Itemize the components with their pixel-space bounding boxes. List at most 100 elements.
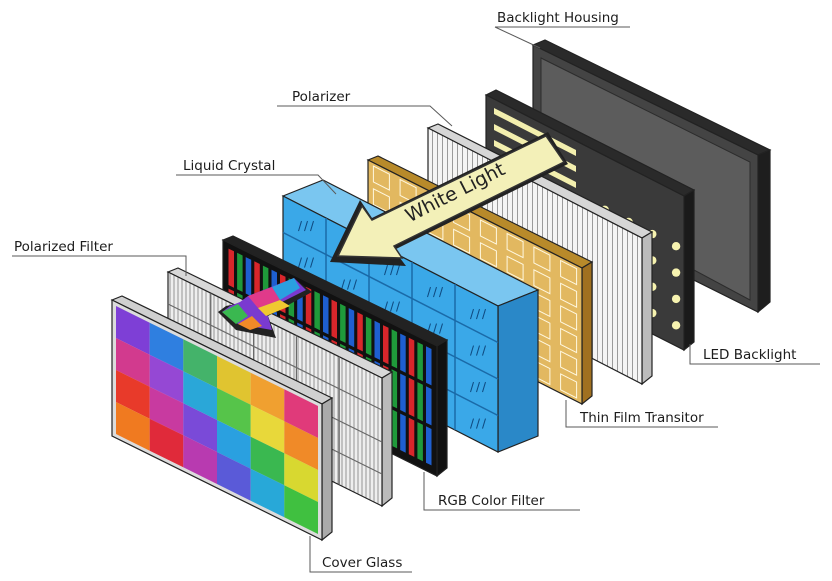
liquid-crystal-molecule (476, 381, 480, 393)
label-polarizer-group: Polarizer (277, 89, 453, 127)
liquid-crystal-molecule (390, 301, 394, 312)
rgb-stripe (348, 308, 355, 348)
cover-glass-cell (284, 421, 318, 470)
liquid-crystal-molecule (476, 308, 480, 320)
rgb-stripe (374, 320, 380, 360)
cover-glass-grid (116, 306, 318, 534)
cover-glass-cell (116, 306, 150, 355)
rgb-stripe (305, 286, 312, 326)
tft-cell (560, 305, 578, 331)
rgb-stripe (391, 369, 398, 409)
rgb-stripe (426, 346, 432, 386)
cover-glass-cell (116, 402, 150, 451)
rgb-stripe (365, 316, 372, 356)
housing-right-side (757, 149, 771, 314)
cover-glass-cell (284, 485, 318, 534)
cover-glass-cell (183, 403, 217, 452)
tft-cell (560, 350, 578, 377)
liquid-crystal-molecule (396, 301, 400, 312)
rgb-stripe (400, 333, 406, 373)
liquid-crystal-molecule (390, 264, 394, 276)
rgb-stripe (417, 382, 423, 422)
label-polarizer: Polarizer (292, 89, 351, 105)
tft-cell (560, 327, 578, 354)
tft-cell (479, 219, 497, 245)
liquid-crystal-molecule (470, 381, 474, 393)
liquid-crystal-molecule (433, 286, 437, 298)
liquid-crystal-molecule (396, 264, 400, 276)
liquid-crystal-molecule (347, 279, 351, 290)
label-backlight-housing: Backlight Housing (497, 10, 619, 26)
label-led-backlight-group: LED Backlight (689, 344, 820, 365)
rgb-stripe (245, 257, 252, 297)
cover-glass-layer (110, 295, 334, 542)
liquid-crystal-molecule (298, 257, 302, 268)
liquid-crystal-molecule (470, 345, 474, 356)
polarized-filter-gridline (167, 303, 383, 411)
rgb-stripe (254, 261, 260, 301)
cover-glass-cell (217, 388, 251, 437)
rgb-stripe (417, 342, 423, 382)
rgb-stripe (237, 252, 243, 292)
cover-glass-cell (183, 435, 217, 484)
rgb-stripe (391, 409, 398, 449)
tft-cell (533, 246, 551, 272)
tft-cell (560, 259, 578, 286)
cover-glass-cell (250, 404, 285, 454)
liquid-crystal-molecule (304, 257, 308, 268)
liquid-crystal-molecule (470, 308, 474, 320)
led-dot (671, 268, 681, 277)
tft-cell (560, 282, 578, 309)
liquid-crystal-molecule (439, 286, 443, 298)
liquid-crystal-molecule (433, 323, 437, 334)
liquid-crystal-molecule (470, 418, 474, 429)
label-liquid-crystal-group: Liquid Crystal (176, 158, 337, 195)
cover-glass-cell (250, 436, 285, 486)
cover-glass-cell (149, 418, 184, 468)
label-rgb-filter-group: RGB Color Filter (423, 472, 580, 511)
rgb-stripe (400, 413, 406, 453)
rgb-stripe (408, 377, 415, 417)
label-backlight-housing-group: Backlight Housing (494, 10, 630, 49)
rgb-stripe (331, 299, 337, 339)
liquid-crystal-molecule (476, 418, 480, 429)
led-dot (671, 294, 681, 304)
liquid-crystal-molecule (439, 323, 443, 334)
cover-glass-cell (217, 452, 251, 501)
tft-cell (453, 228, 471, 255)
cover-glass-cell (183, 371, 217, 420)
liquid-crystal-molecule (384, 264, 388, 276)
tft-cell (506, 232, 524, 259)
cover-glass-cell (116, 338, 150, 387)
rgb-stripe (426, 386, 432, 426)
label-polarized-filter-group: Polarized Filter (12, 239, 187, 276)
rgb-stripe (400, 373, 406, 413)
label-thin-film-transistor: Thin Film Transitor (579, 410, 704, 426)
tft-cell (533, 268, 551, 295)
label-cover-glass: Cover Glass (322, 555, 402, 571)
cover-glass-cell (149, 354, 184, 404)
cover-glass-cell (284, 389, 318, 438)
cover-glass-cell (250, 372, 285, 422)
cover-glass-cell (149, 322, 184, 372)
rgb-stripe (408, 417, 415, 457)
rgb-stripe (383, 325, 389, 365)
liquid-crystal-molecule (482, 308, 486, 320)
rgb-stripe (314, 291, 320, 331)
rgb-stripe (426, 426, 432, 466)
liquid-crystal-molecule (298, 220, 302, 232)
liquid-crystal-molecule (310, 257, 314, 268)
rgb-stripe (340, 303, 346, 343)
liquid-crystal-molecule (427, 286, 431, 298)
label-polarized-filter: Polarized Filter (14, 239, 113, 255)
label-liquid-crystal: Liquid Crystal (183, 158, 275, 174)
liquid-crystal-molecule (482, 418, 486, 429)
liquid-crystal-molecule (476, 345, 480, 356)
liquid-crystal-molecule (482, 345, 486, 356)
led-dot (671, 321, 681, 330)
tft-cell (506, 255, 524, 282)
liquid-crystal-molecule (353, 279, 357, 290)
rgb-stripe (417, 422, 423, 462)
tft-cell (560, 373, 578, 399)
